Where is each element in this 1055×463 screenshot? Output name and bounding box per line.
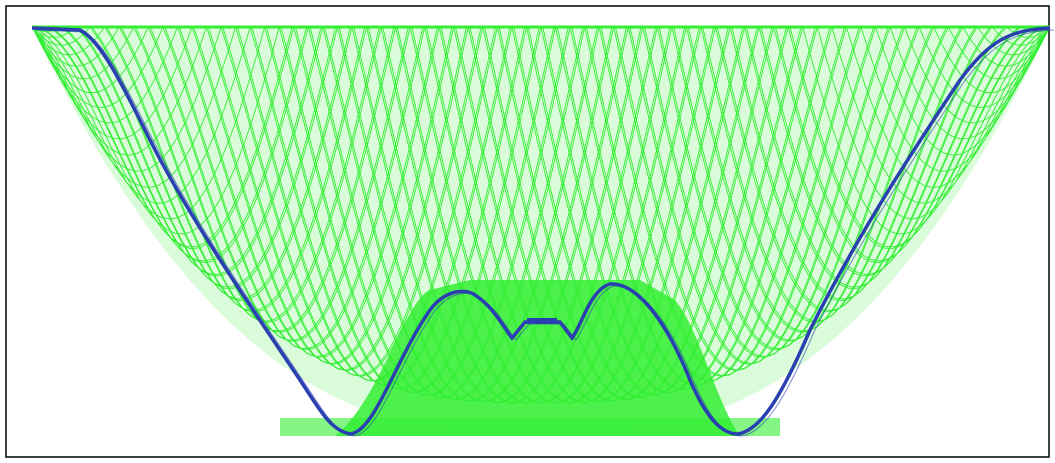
bowl-fill <box>32 27 1050 436</box>
mesh-arc <box>120 26 382 323</box>
profile-line-echo <box>35 29 1055 437</box>
mesh-arc <box>816 26 1043 220</box>
mesh-arc <box>62 26 324 277</box>
mesh-arc <box>731 26 993 300</box>
mesh-arc <box>48 26 309 264</box>
mesh-arc <box>106 26 367 313</box>
mesh-arc <box>222 26 484 377</box>
bottom-band <box>280 418 780 436</box>
mesh-arc <box>425 26 687 404</box>
mesh-arc <box>164 26 426 351</box>
mesh-arc <box>918 26 1050 109</box>
mesh-arc <box>178 26 440 358</box>
mesh-arc <box>745 26 1007 288</box>
mesh-arc <box>438 26 700 404</box>
figure-border <box>5 5 1050 458</box>
mesh-arc <box>453 26 715 404</box>
mesh-arc <box>207 26 469 372</box>
mesh-arc <box>571 26 833 386</box>
mesh-arc <box>396 26 658 404</box>
mesh-arc <box>411 26 673 404</box>
mesh-arc <box>338 26 600 402</box>
blue-profile-curve <box>31 26 1055 437</box>
mesh-arc <box>644 26 906 357</box>
mesh-arc <box>266 26 527 390</box>
mesh-arc <box>498 26 760 400</box>
mesh-arc <box>482 26 744 402</box>
center-dip-marker <box>527 318 557 324</box>
mesh-arc <box>933 26 1047 93</box>
mesh-arc <box>149 26 411 342</box>
mesh-lines <box>31 26 1051 404</box>
mesh-arc <box>511 26 773 399</box>
mesh-arc <box>382 26 644 404</box>
mesh-arc <box>527 26 789 396</box>
mesh-arc <box>991 26 1045 46</box>
mesh-arc <box>469 26 731 403</box>
mesh-arc <box>353 26 615 403</box>
mesh-arc <box>702 26 964 322</box>
mesh-arc <box>658 26 920 349</box>
mesh-arc <box>760 26 1022 275</box>
mesh-arc <box>33 26 295 249</box>
mesh-arc <box>556 26 818 390</box>
mesh-arc <box>542 26 804 393</box>
mesh-arc <box>775 26 1036 262</box>
mesh-arc <box>295 26 556 396</box>
mesh-arc <box>904 26 1044 124</box>
mesh-arc <box>484 26 746 402</box>
mesh-arc <box>789 26 1051 248</box>
mesh-arc <box>455 26 716 404</box>
mesh-arc <box>673 26 935 341</box>
profile-line <box>31 26 1051 436</box>
mesh-arc <box>585 26 847 382</box>
mesh-arc <box>615 26 876 371</box>
mesh-arc <box>367 26 629 404</box>
mesh-arc <box>889 26 1047 140</box>
mesh-arc <box>440 26 702 404</box>
mesh-arc <box>600 26 862 377</box>
mesh-arc <box>193 26 455 365</box>
mesh-arc <box>236 26 498 382</box>
mesh-arc <box>513 26 775 398</box>
mesh-arc <box>77 26 338 289</box>
mesh-arc <box>251 26 513 386</box>
mesh-arc <box>35 26 237 189</box>
mesh-arc <box>39 26 266 220</box>
mesh-arc <box>280 26 542 393</box>
mesh-arc <box>947 26 1044 80</box>
mesh-arc <box>687 26 949 332</box>
mesh-arc <box>309 26 571 399</box>
mesh-arc <box>629 26 891 365</box>
mesh-arc <box>324 26 586 400</box>
mesh-arc <box>976 26 1047 56</box>
mesh-arc <box>38 26 222 172</box>
